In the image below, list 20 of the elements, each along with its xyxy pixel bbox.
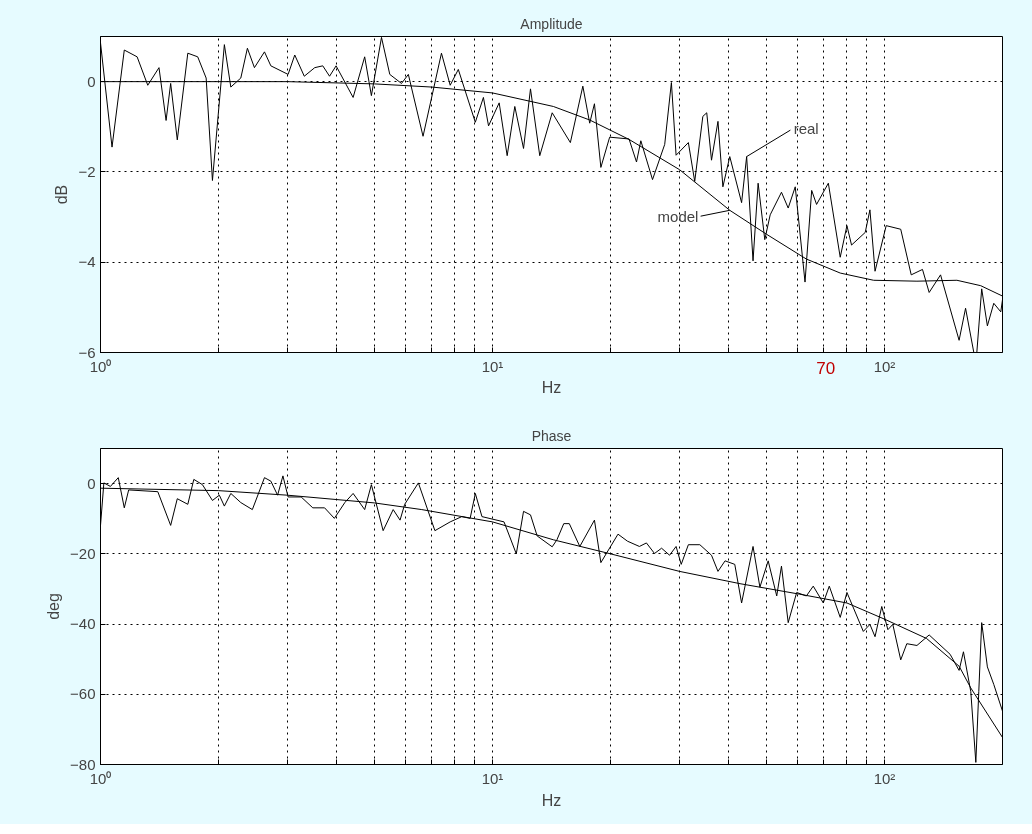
- x-tick-label: 10²: [873, 769, 896, 787]
- chart-title: Amplitude: [520, 15, 583, 32]
- x-tick-label: 10¹: [481, 769, 504, 787]
- x-tick-label: 10¹: [481, 357, 504, 375]
- y-tick-label: −2: [78, 162, 96, 180]
- chart-title: Phase: [531, 427, 572, 444]
- y-tick-label: 0: [87, 474, 96, 492]
- text: 70: [816, 358, 836, 378]
- annotation: model: [657, 208, 699, 226]
- annotation: real: [793, 119, 819, 137]
- y-tick-label: 0: [87, 72, 96, 90]
- y-tick-label: −60: [70, 685, 96, 703]
- x-tick-label: 10²: [873, 357, 896, 375]
- y-tick-label: −20: [70, 544, 96, 562]
- x-axis-title: Hz: [541, 791, 562, 809]
- x-axis-title: Hz: [541, 378, 562, 396]
- y-tick-label: −4: [78, 253, 96, 271]
- y-axis-title: dB: [53, 184, 71, 205]
- y-axis-title: deg: [45, 593, 63, 620]
- y-tick-label: −40: [70, 615, 96, 633]
